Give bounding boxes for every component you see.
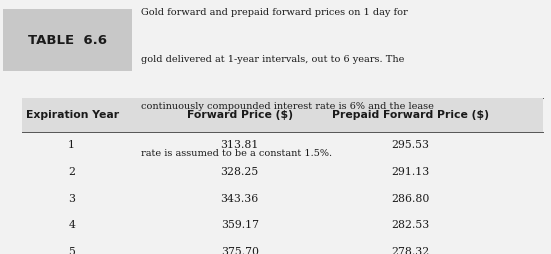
Text: 343.36: 343.36: [220, 194, 259, 204]
Text: Gold forward and prepaid forward prices on 1 day for: Gold forward and prepaid forward prices …: [141, 8, 407, 17]
Text: Forward Price ($): Forward Price ($): [187, 110, 293, 120]
Text: 359.17: 359.17: [221, 220, 258, 230]
Text: 328.25: 328.25: [220, 167, 259, 177]
Text: 2: 2: [68, 167, 75, 177]
Text: 282.53: 282.53: [391, 220, 430, 230]
Text: 291.13: 291.13: [391, 167, 430, 177]
Text: 313.81: 313.81: [220, 140, 259, 150]
Text: rate is assumed to be a constant 1.5%.: rate is assumed to be a constant 1.5%.: [141, 149, 332, 157]
Text: 278.32: 278.32: [391, 247, 430, 254]
Text: Expiration Year: Expiration Year: [26, 110, 120, 120]
Text: continuously compounded interest rate is 6% and the lease: continuously compounded interest rate is…: [141, 102, 434, 110]
Text: 3: 3: [68, 194, 75, 204]
Text: 4: 4: [68, 220, 75, 230]
Text: gold delivered at 1-year intervals, out to 6 years. The: gold delivered at 1-year intervals, out …: [141, 55, 404, 64]
Text: Prepaid Forward Price ($): Prepaid Forward Price ($): [332, 110, 489, 120]
Text: 286.80: 286.80: [391, 194, 430, 204]
Text: 375.70: 375.70: [221, 247, 258, 254]
Text: 5: 5: [68, 247, 75, 254]
Text: 1: 1: [68, 140, 75, 150]
Text: TABLE  6.6: TABLE 6.6: [28, 34, 107, 46]
Text: 295.53: 295.53: [392, 140, 429, 150]
